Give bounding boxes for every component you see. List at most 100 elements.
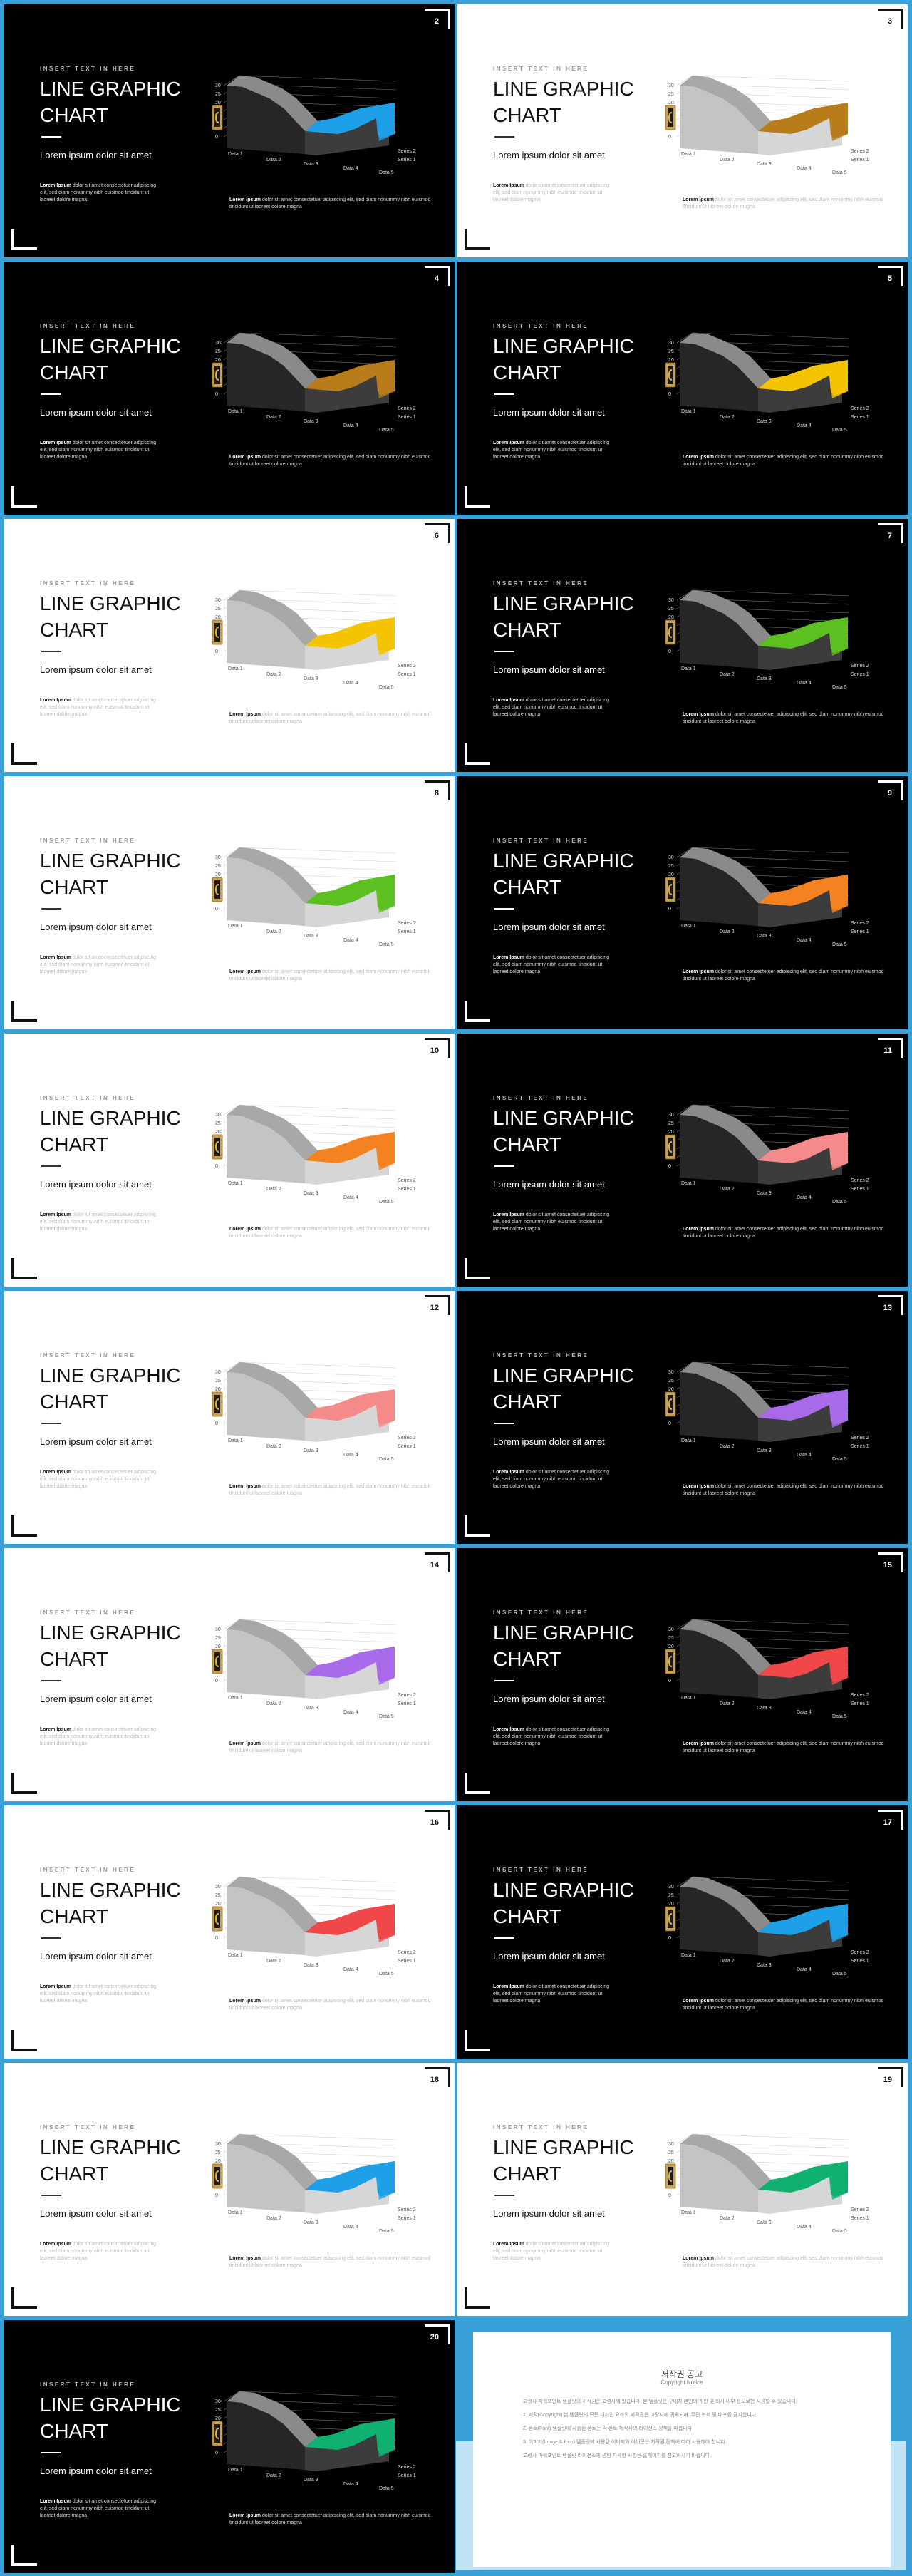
- slide-title: LINE GRAPHIC CHART: [493, 1364, 634, 1413]
- body-lead: Lorem Ipsum: [229, 2513, 261, 2518]
- series-2-side-face: [829, 1647, 848, 1685]
- x-category-label: Data 2: [266, 929, 281, 934]
- slide-number: 11: [884, 1046, 892, 1055]
- series-2-area: [305, 1647, 395, 1682]
- gridline-side: [223, 75, 240, 86]
- gridline: [239, 847, 397, 854]
- x-category-label: Data 1: [228, 666, 243, 671]
- gridline: [239, 1361, 397, 1369]
- notice-subtitle: Copyright Notice: [660, 2379, 703, 2386]
- series-label: Series 1: [851, 672, 869, 677]
- gridline-side: [676, 1876, 693, 1887]
- x-category-label: Data 3: [304, 2220, 318, 2225]
- slide-title: LINE GRAPHIC CHART: [40, 1107, 181, 1155]
- y-tick-label: 30: [215, 83, 221, 88]
- series-label: Series 2: [851, 406, 869, 411]
- slide-subtitle: Lorem ipsum dolor sit amet: [493, 664, 605, 675]
- series-label: Series 1: [851, 1187, 869, 1192]
- corner-frame-bottom-left: [11, 1258, 37, 1279]
- x-category-label: Data 3: [304, 934, 318, 939]
- slide-3: 3 INSERT TEXT IN HERE LINE GRAPHIC CHART Lo…: [457, 4, 908, 257]
- y-tick-label: 25: [215, 1636, 221, 1641]
- y-tick-label: 30: [668, 83, 674, 88]
- x-category-label: Data 5: [379, 2229, 394, 2234]
- slide-number: 17: [883, 1818, 892, 1827]
- x-category-label: Data 4: [797, 1195, 812, 1200]
- x-category-label: Data 2: [266, 1701, 281, 1706]
- slide-number: 18: [430, 2076, 439, 2084]
- series-1-top-face: [680, 1362, 771, 1418]
- series-1-top-face: [227, 1105, 318, 1160]
- y-tick-label: 30: [215, 598, 221, 603]
- x-category-label: Data 5: [379, 170, 394, 175]
- x-category-label: Data 5: [832, 170, 847, 175]
- gridline: [239, 1619, 397, 1626]
- series-1-front-face: [680, 1115, 758, 1183]
- corner-frame-top-right: [878, 523, 903, 543]
- x-category-label: Data 2: [266, 158, 281, 163]
- notice-paragraph: 고령사 파워포인트 템플릿의 저작권은 고령사에 있습니다. 본 템플릿은 구매…: [523, 2399, 797, 2404]
- gridline: [239, 2391, 397, 2398]
- slide-title: LINE GRAPHIC CHART: [40, 592, 181, 641]
- slide-kicker: INSERT TEXT IN HERE: [493, 1352, 589, 1359]
- gridline: [692, 1876, 850, 1883]
- corner-frame-bottom-left: [465, 743, 490, 765]
- y-tick-label: 25: [668, 1121, 674, 1126]
- series-label: Series 1: [851, 1701, 869, 1706]
- logo-badge: [212, 1649, 223, 1674]
- logo-badge: [665, 619, 676, 645]
- slide-number: 13: [883, 1304, 892, 1312]
- y-tick-label: 25: [215, 864, 221, 869]
- series-label: Series 1: [398, 672, 416, 677]
- x-category-label: Data 2: [266, 1959, 281, 1964]
- body-text-left: Lorem Ipsum dolor sit amet consectetuer …: [493, 440, 611, 461]
- series-2-area: [758, 1389, 848, 1425]
- series-label: Series 2: [398, 1436, 416, 1441]
- slide-title: LINE GRAPHIC CHART: [493, 1107, 634, 1155]
- series-label: Series 1: [851, 1959, 869, 1964]
- body-copy: dolor sit amet consectetuer adipiscing e…: [229, 2513, 431, 2525]
- slide-number: 10: [430, 1046, 439, 1055]
- x-category-label: Data 1: [681, 152, 696, 157]
- series-label: Series 1: [398, 2473, 416, 2478]
- corner-frame-bottom-left: [465, 1773, 490, 1794]
- series-2-area: [305, 617, 395, 653]
- body-copy: dolor sit amet consectetuer adipiscing e…: [40, 2242, 157, 2261]
- series-2-side-face: [376, 875, 395, 913]
- y-tick-label: 20: [215, 1902, 221, 1907]
- y-tick-label: 20: [668, 101, 674, 105]
- x-category-label: Data 2: [720, 1444, 735, 1449]
- series-2-area: [305, 1389, 395, 1425]
- body-lead: Lorem Ipsum: [229, 1227, 261, 1232]
- body-lead: Lorem Ipsum: [683, 1227, 714, 1232]
- y-tick-label: 30: [668, 1113, 674, 1118]
- x-category-label: Data 4: [343, 423, 358, 428]
- series-1-top-face: [680, 333, 771, 388]
- x-category-label: Data 2: [720, 2216, 735, 2221]
- y-tick-label: 25: [668, 864, 674, 869]
- y-tick-label: 20: [668, 358, 674, 363]
- x-category-label: Data 4: [797, 166, 812, 171]
- y-tick-label: 30: [215, 1627, 221, 1632]
- slide-subtitle: Lorem ipsum dolor sit amet: [40, 150, 152, 160]
- corner-frame-top-right: [425, 1038, 450, 1058]
- x-category-label: Data 1: [228, 1696, 243, 1701]
- body-copy: dolor sit amet consectetuer adipiscing e…: [229, 2256, 431, 2268]
- slide-6: 6 INSERT TEXT IN HERE LINE GRAPHIC CHART Lo…: [4, 519, 455, 772]
- body-lead: Lorem Ipsum: [683, 1484, 714, 1489]
- body-text-right: Lorem Ipsum dolor sit amet consectetuer …: [229, 969, 443, 983]
- y-tick-label: 0: [668, 1421, 671, 1426]
- title-rule: [41, 136, 61, 138]
- body-text-left: Lorem Ipsum dolor sit amet consectetuer …: [40, 440, 157, 461]
- body-lead: Lorem Ipsum: [40, 2242, 71, 2247]
- y-tick-label: 0: [668, 1679, 671, 1684]
- gridline-side: [676, 2133, 693, 2145]
- slide-19: 19 INSERT TEXT IN HERE LINE GRAPHIC CHART L…: [457, 2063, 908, 2316]
- slide-subtitle: Lorem ipsum dolor sit amet: [493, 1179, 605, 1190]
- x-category-label: Data 4: [343, 1710, 358, 1715]
- series-label: Series 2: [851, 1436, 869, 1441]
- slide-subtitle: Lorem ipsum dolor sit amet: [493, 1436, 605, 1447]
- y-tick-label: 30: [668, 1370, 674, 1375]
- body-copy: dolor sit amet consectetuer adipiscing e…: [493, 183, 610, 202]
